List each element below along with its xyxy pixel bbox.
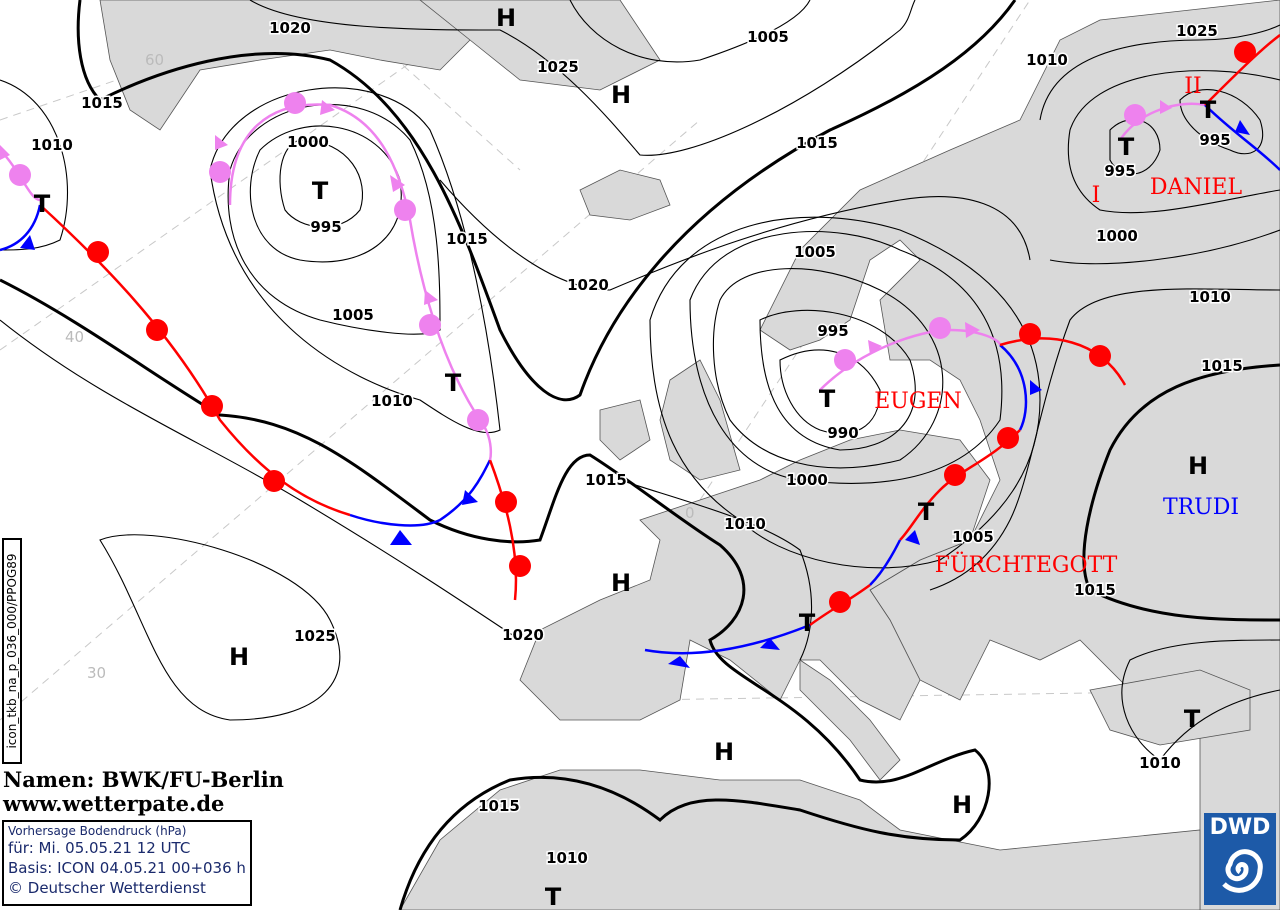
info-base: Basis: ICON 04.05.21 00+036 h bbox=[8, 859, 246, 877]
svalbard-greenland-east bbox=[419, 0, 661, 91]
product-code-label: icon_tkb_na_p_036_000/PPOG89 bbox=[2, 538, 22, 764]
isobar-label: 1005 bbox=[332, 306, 374, 324]
pressure-center-label: T bbox=[819, 385, 836, 413]
name-trudi: TRUDI bbox=[1163, 495, 1239, 520]
landmass bbox=[99, 0, 1280, 910]
info-title: Vorhersage Bodendruck (hPa) bbox=[8, 824, 187, 838]
isobar-label: 1015 bbox=[585, 471, 627, 489]
isobar-label: 1020 bbox=[567, 276, 609, 294]
latitude-label: 0 bbox=[685, 504, 695, 522]
dwd-logo: DWD bbox=[1204, 813, 1276, 905]
isobar-label: 1020 bbox=[502, 626, 544, 644]
name-eugen: EUGEN bbox=[874, 389, 961, 414]
name-daniel: DANIEL bbox=[1150, 175, 1243, 200]
pressure-center-label: T bbox=[445, 369, 462, 397]
isobar-label: 1010 bbox=[1026, 51, 1068, 69]
italy bbox=[799, 659, 901, 781]
isobar-label: 1010 bbox=[724, 515, 766, 533]
isobar-label: 995 bbox=[1104, 162, 1135, 180]
pressure-center-label: H bbox=[611, 81, 631, 109]
latitude-label: 40 bbox=[65, 328, 84, 346]
pressure-labels: 1020 1025 1015 1010 1000 995 1005 1015 1… bbox=[30, 18, 1245, 869]
isobar-label: 1010 bbox=[31, 136, 73, 154]
spiral-icon bbox=[1222, 849, 1263, 893]
isobar-label: 1010 bbox=[1189, 288, 1231, 306]
britain bbox=[659, 359, 741, 481]
pressure-center-label: T bbox=[312, 177, 329, 205]
name-daniel-2: II bbox=[1184, 74, 1201, 99]
africa bbox=[399, 769, 1201, 910]
isobar-label: 1025 bbox=[537, 58, 579, 76]
pressure-center-label: H bbox=[952, 791, 972, 819]
pressure-center-label: T bbox=[1184, 705, 1201, 733]
system-names: EUGEN DANIEL I II FÜRCHTEGOTT TRUDI bbox=[874, 74, 1242, 578]
pressure-center-label: T bbox=[799, 609, 816, 637]
forecast-info-box: Vorhersage Bodendruck (hPa) für: Mi. 05.… bbox=[2, 820, 252, 906]
isobar-label: 995 bbox=[310, 218, 341, 236]
name-daniel-1: I bbox=[1092, 183, 1101, 208]
ireland bbox=[599, 399, 651, 461]
pressure-center-label: H bbox=[496, 4, 516, 32]
iceland bbox=[579, 169, 671, 221]
isobar-label: 1025 bbox=[294, 627, 336, 645]
isobar-label: 1015 bbox=[796, 134, 838, 152]
isobar-label: 1005 bbox=[794, 243, 836, 261]
pressure-center-label: T bbox=[1200, 96, 1217, 124]
name-furchtegott: FÜRCHTEGOTT bbox=[935, 551, 1118, 578]
isobar-label: 995 bbox=[817, 322, 848, 340]
info-valid: für: Mi. 05.05.21 12 UTC bbox=[8, 839, 191, 857]
grid-labels: 60 40 30 0 bbox=[65, 51, 695, 682]
isobar-label: 995 bbox=[1199, 131, 1230, 149]
names-credit: Namen: BWK/FU-Berlin bbox=[3, 767, 284, 792]
isobar-label: 1010 bbox=[371, 392, 413, 410]
isobar-label: 1005 bbox=[952, 528, 994, 546]
pressure-centers: H H T T T T H H H H T T T T H T T bbox=[34, 4, 1217, 910]
isobar-label: 1000 bbox=[786, 471, 828, 489]
latitude-label: 60 bbox=[145, 51, 164, 69]
isobar-label: 1010 bbox=[546, 849, 588, 867]
isobar-label: 1015 bbox=[446, 230, 488, 248]
latitude-label: 30 bbox=[87, 664, 106, 682]
isobar-label: 1015 bbox=[81, 94, 123, 112]
pressure-center-label: T bbox=[34, 190, 51, 218]
pressure-center-label: H bbox=[714, 738, 734, 766]
pressure-center-label: H bbox=[1188, 452, 1208, 480]
isobar-label: 1020 bbox=[269, 19, 311, 37]
isobar-label: 1015 bbox=[478, 797, 520, 815]
isobar-label: 1000 bbox=[287, 133, 329, 151]
europe bbox=[519, 429, 991, 721]
isobar-label: 990 bbox=[827, 424, 858, 442]
isobar-label: 1015 bbox=[1074, 581, 1116, 599]
info-copyright: © Deutscher Wetterdienst bbox=[8, 879, 206, 897]
isobar-label: 1005 bbox=[747, 28, 789, 46]
isobar-label: 1000 bbox=[1096, 227, 1138, 245]
credits: Namen: BWK/FU-Berlin www.wetterpate.de bbox=[3, 768, 284, 816]
isobar-label: 1010 bbox=[1139, 754, 1181, 772]
pressure-center-label: T bbox=[545, 883, 562, 910]
fronts bbox=[0, 34, 1280, 668]
pressure-center-label: H bbox=[229, 643, 249, 671]
pressure-center-label: H bbox=[611, 569, 631, 597]
pressure-center-label: T bbox=[918, 498, 935, 526]
isobar-label: 1015 bbox=[1201, 357, 1243, 375]
pressure-center-label: T bbox=[1118, 133, 1135, 161]
website-link[interactable]: www.wetterpate.de bbox=[3, 791, 225, 816]
isobar-label: 1025 bbox=[1176, 22, 1218, 40]
